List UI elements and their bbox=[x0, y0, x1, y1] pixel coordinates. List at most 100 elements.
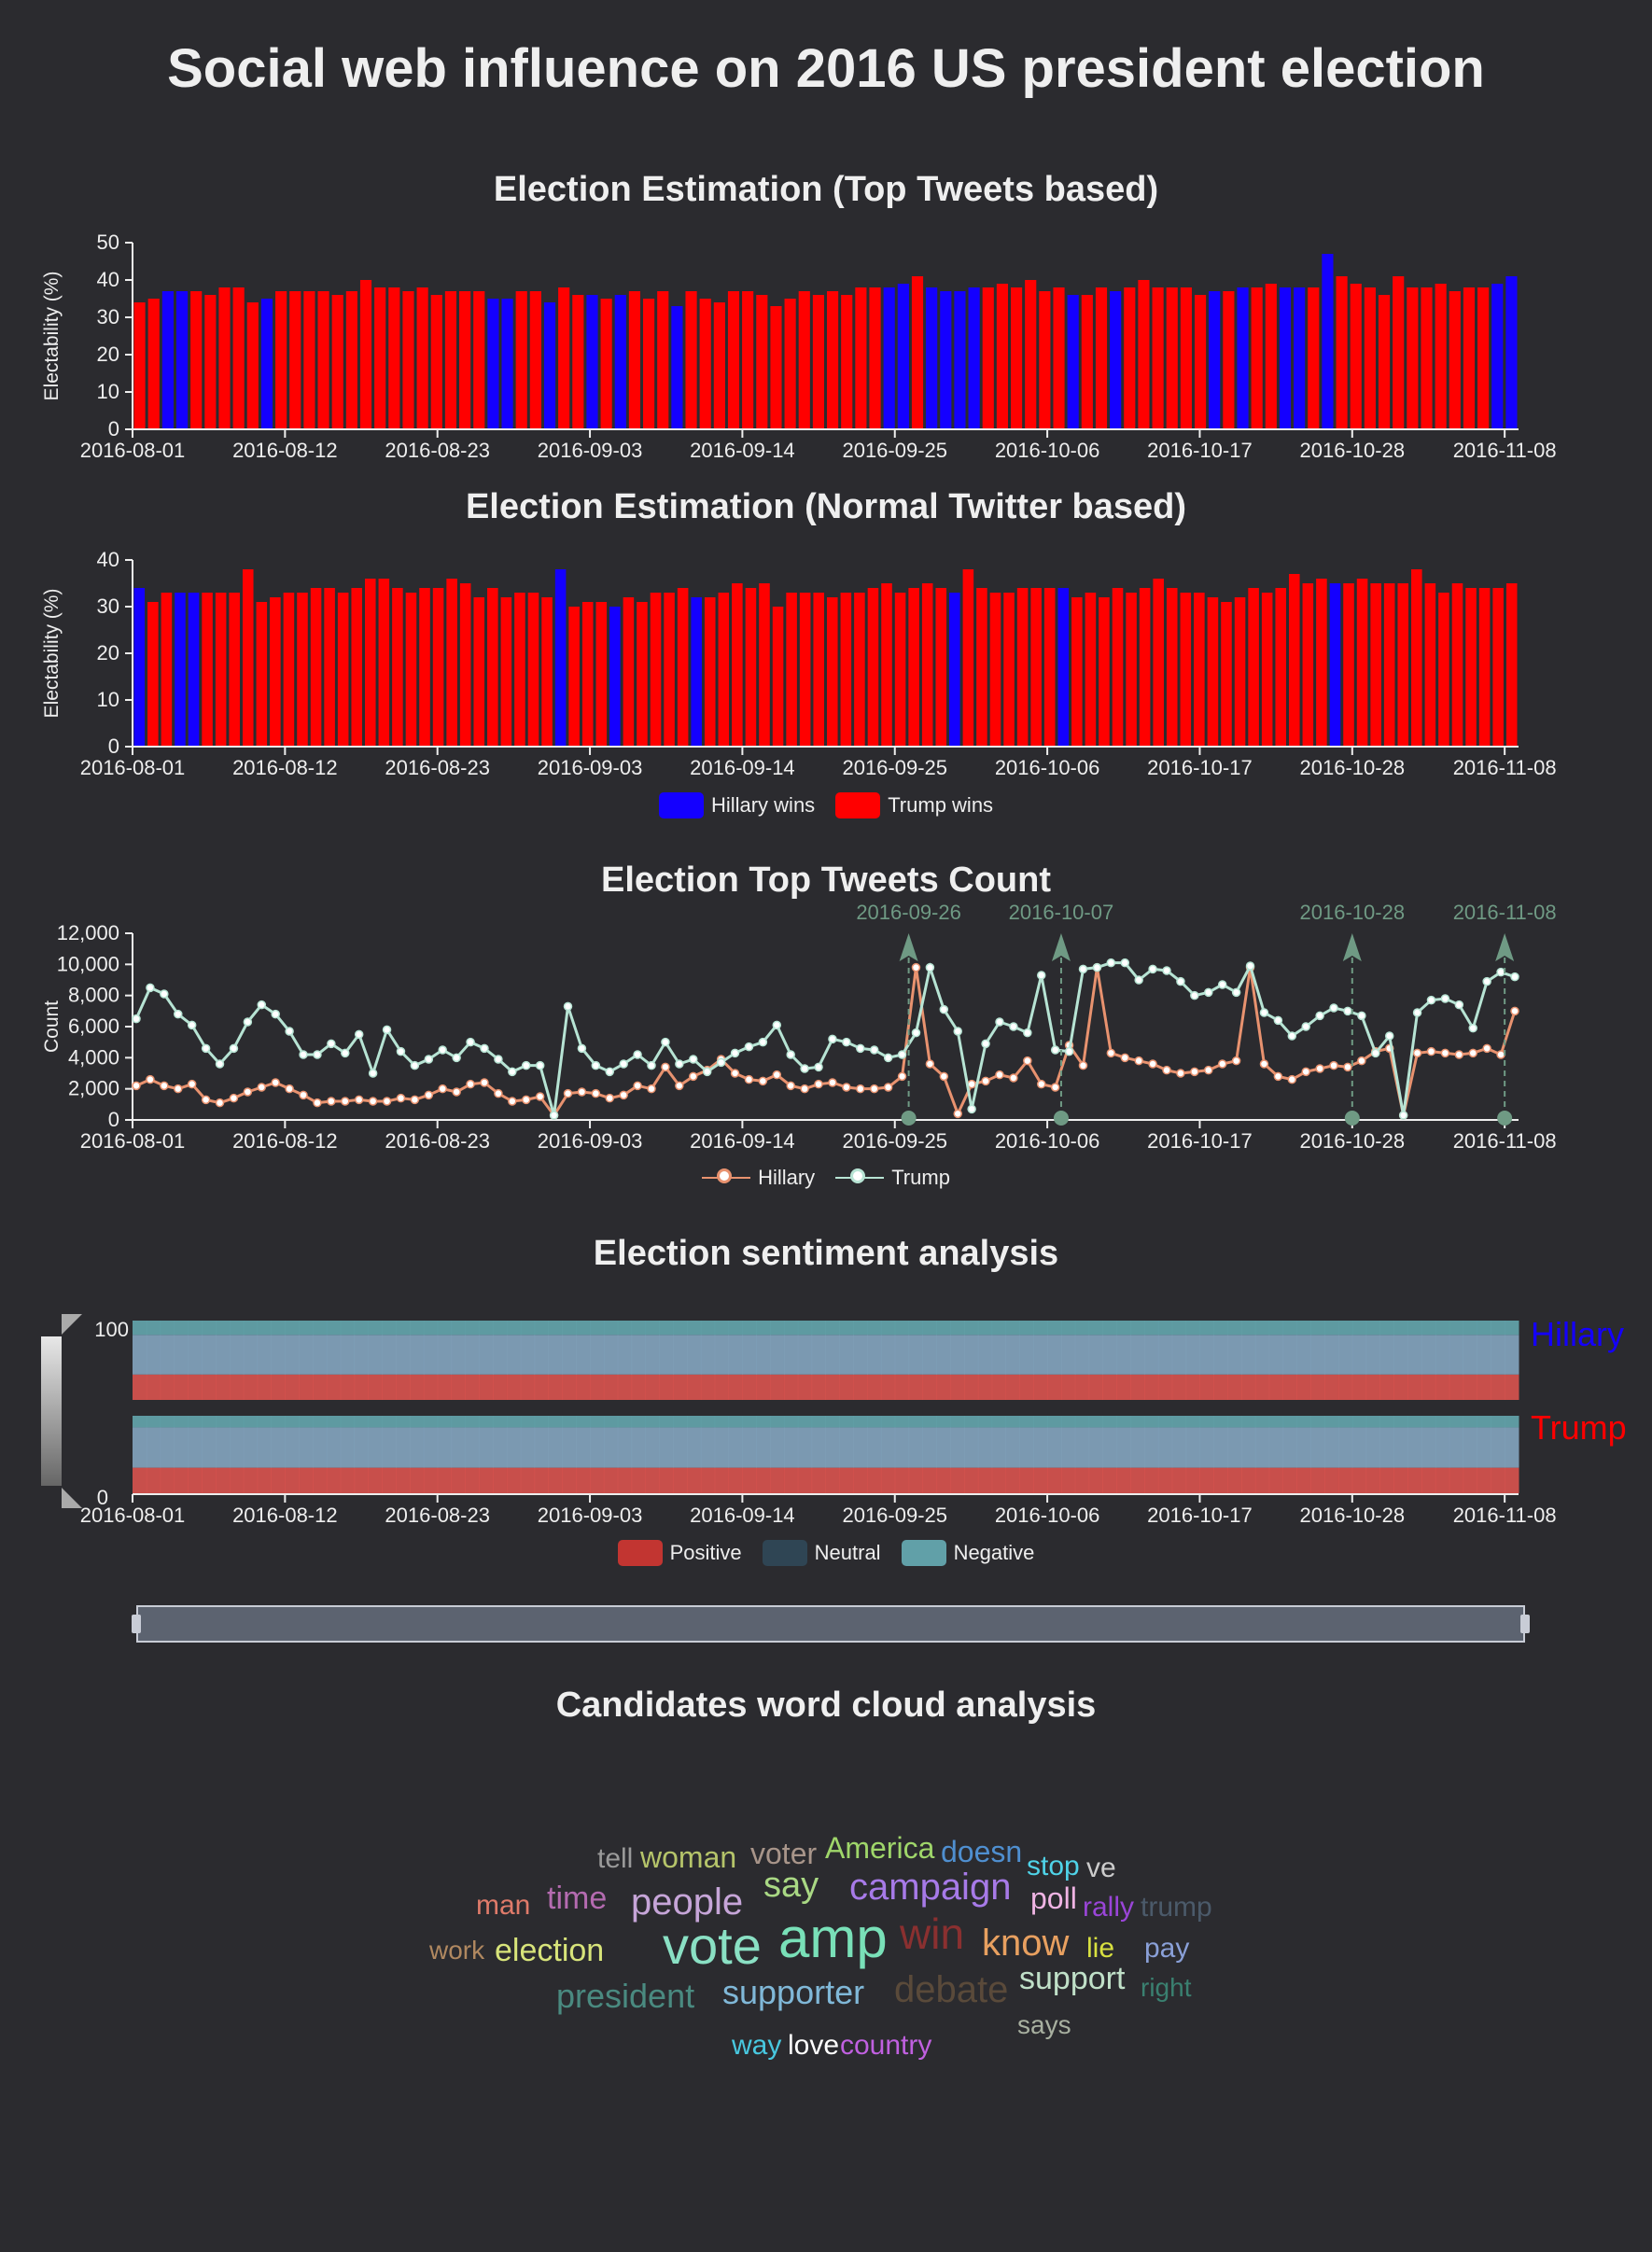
sentiment-neutral-bar bbox=[1241, 1427, 1256, 1468]
legend-positive[interactable]: Positive bbox=[617, 1540, 742, 1566]
point-hillary bbox=[201, 1095, 211, 1105]
legend-negative[interactable]: Negative bbox=[901, 1540, 1034, 1566]
sentiment-negative-bar bbox=[1296, 1321, 1311, 1336]
point-hillary bbox=[577, 1087, 587, 1097]
point-hillary bbox=[730, 1069, 740, 1078]
sentiment-positive-bar bbox=[991, 1467, 1007, 1493]
sentiment-neutral-bar bbox=[1157, 1335, 1173, 1375]
bar-trump-wins bbox=[1153, 579, 1164, 747]
sentiment-negative-bar bbox=[1157, 1416, 1173, 1428]
x-tick-label: 2016-10-17 bbox=[1147, 1129, 1253, 1153]
y-axis-label: Count bbox=[41, 1000, 63, 1053]
point-hillary bbox=[661, 1062, 670, 1072]
sentiment-negative-bar bbox=[188, 1321, 203, 1336]
sentiment-negative-bar bbox=[1088, 1416, 1103, 1428]
point-trump bbox=[452, 1053, 461, 1063]
sentiment-positive-bar bbox=[1421, 1374, 1436, 1400]
bar-trump-wins bbox=[473, 597, 485, 747]
sentiment-negative-bar bbox=[853, 1416, 868, 1428]
legend-trump-wins[interactable]: Trump wins bbox=[835, 792, 993, 818]
point-hillary bbox=[1204, 1065, 1213, 1075]
zoom-handle-left[interactable] bbox=[132, 1615, 141, 1633]
point-trump bbox=[285, 1027, 294, 1036]
bar-trump-wins bbox=[894, 593, 906, 747]
bar-hillary-wins bbox=[614, 295, 626, 429]
point-trump bbox=[1245, 961, 1255, 971]
visual-map-handle-bottom-icon bbox=[62, 1488, 82, 1508]
point-hillary bbox=[939, 1071, 949, 1082]
sentiment-neutral-bar bbox=[285, 1335, 300, 1375]
legend-trump[interactable]: Trump bbox=[835, 1166, 950, 1190]
point-hillary bbox=[1134, 1056, 1143, 1066]
bar-trump-wins bbox=[759, 583, 770, 747]
legend-hillary-wins[interactable]: Hillary wins bbox=[658, 792, 815, 818]
sentiment-neutral-bar bbox=[1282, 1335, 1297, 1375]
sentiment-negative-bar bbox=[991, 1321, 1007, 1336]
bar-trump-wins bbox=[345, 291, 357, 429]
point-trump bbox=[1231, 987, 1241, 998]
bar-trump-wins bbox=[1261, 593, 1273, 747]
bar-trump-wins bbox=[996, 284, 1008, 429]
sentiment-positive-bar bbox=[714, 1374, 730, 1400]
line-trump bbox=[134, 961, 1516, 1116]
data-zoom-slider[interactable] bbox=[132, 1605, 1530, 1643]
sentiment-neutral-bar bbox=[1185, 1427, 1200, 1468]
point-hillary bbox=[1050, 1083, 1060, 1092]
sentiment-negative-bar bbox=[1310, 1416, 1325, 1428]
legend-hillary[interactable]: Hillary bbox=[702, 1166, 815, 1190]
bar-trump-wins bbox=[699, 299, 711, 429]
y-tick-label: 0 bbox=[108, 1108, 119, 1131]
bar-trump-wins bbox=[1003, 593, 1015, 747]
sentiment-negative-bar bbox=[313, 1321, 328, 1336]
sentiment-negative-bar bbox=[645, 1321, 660, 1336]
sentiment-negative-bar bbox=[1491, 1321, 1505, 1336]
sentiment-positive-bar bbox=[714, 1467, 730, 1493]
point-trump bbox=[313, 1050, 322, 1059]
sentiment-negative-bar bbox=[493, 1321, 508, 1336]
bar-trump-wins bbox=[1124, 287, 1136, 429]
marker-dot bbox=[1497, 1111, 1513, 1126]
sentiment-negative-bar bbox=[839, 1321, 854, 1336]
zoom-handle-right[interactable] bbox=[1520, 1615, 1530, 1633]
point-trump bbox=[563, 1001, 573, 1012]
sentiment-positive-bar bbox=[382, 1467, 397, 1493]
sentiment-negative-bar bbox=[673, 1321, 688, 1336]
bar-trump-wins bbox=[392, 588, 403, 747]
bar-hillary-wins bbox=[1057, 588, 1070, 747]
sentiment-neutral-bar bbox=[1435, 1427, 1450, 1468]
word-way: way bbox=[732, 2030, 782, 2061]
sentiment-positive-bar bbox=[797, 1467, 813, 1493]
bar-trump-wins bbox=[1275, 588, 1286, 747]
sentiment-positive-bar bbox=[825, 1374, 840, 1400]
chart-title-top-tweets-estimation: Election Estimation (Top Tweets based) bbox=[493, 170, 1159, 209]
point-trump bbox=[981, 1039, 990, 1049]
sentiment-neutral-bar bbox=[1296, 1427, 1311, 1468]
sentiment-negative-bar bbox=[1449, 1321, 1464, 1336]
sentiment-neutral-bar bbox=[548, 1427, 563, 1468]
sentiment-negative-bar bbox=[853, 1321, 868, 1336]
sentiment-positive-bar bbox=[659, 1374, 674, 1400]
sentiment-negative-bar bbox=[1365, 1416, 1380, 1428]
sentiment-positive-bar bbox=[576, 1467, 591, 1493]
bar-trump-wins bbox=[1383, 583, 1395, 747]
legend-neutral[interactable]: Neutral bbox=[762, 1540, 881, 1566]
bar-hillary-wins bbox=[501, 299, 513, 429]
sentiment-neutral-bar bbox=[1421, 1335, 1436, 1375]
point-hillary bbox=[132, 1081, 141, 1091]
sentiment-neutral-bar bbox=[825, 1335, 840, 1375]
sentiment-negative-bar bbox=[631, 1321, 646, 1336]
sentiment-neutral-bar bbox=[368, 1335, 383, 1375]
sentiment-negative-bar bbox=[1505, 1321, 1519, 1336]
sentiment-neutral-bar bbox=[853, 1427, 868, 1468]
sentiment-positive-bar bbox=[1337, 1467, 1353, 1493]
sentiment-neutral-bar bbox=[354, 1427, 369, 1468]
sentiment-negative-bar bbox=[174, 1321, 189, 1336]
bar-trump-wins bbox=[374, 287, 386, 429]
bar-trump-wins bbox=[147, 602, 159, 747]
sentiment-neutral-bar bbox=[908, 1427, 923, 1468]
bar-trump-wins bbox=[1221, 602, 1232, 747]
point-hillary bbox=[1190, 1067, 1199, 1077]
bar-trump-wins bbox=[1370, 583, 1381, 747]
point-trump bbox=[1092, 962, 1102, 972]
